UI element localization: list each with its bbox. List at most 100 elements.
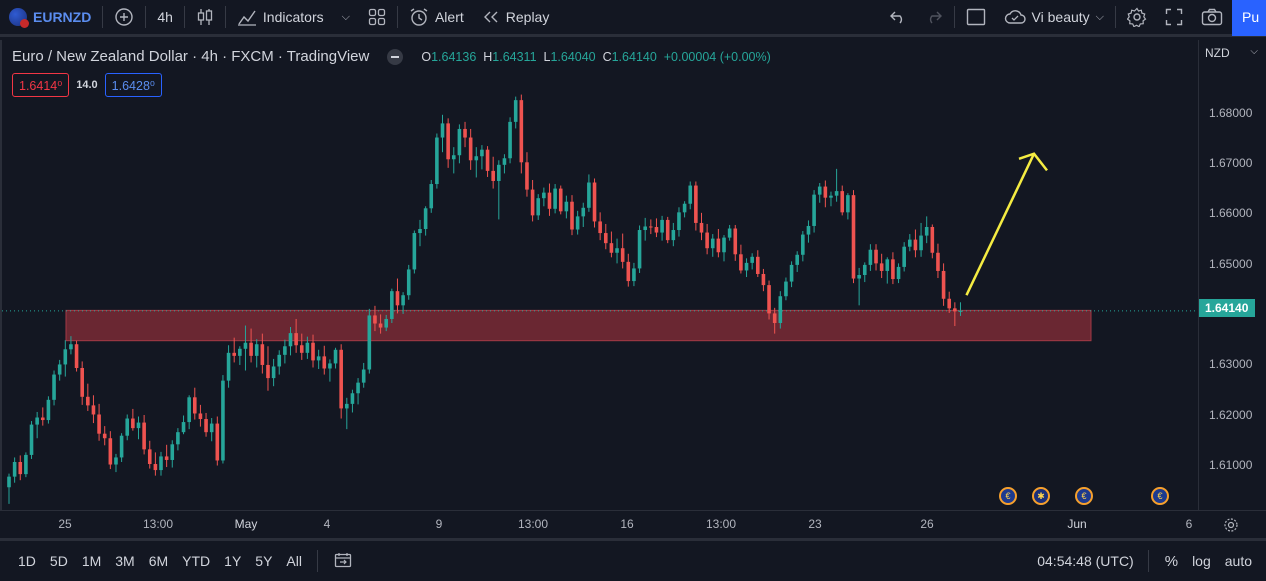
bottom-toolbar: 1D 5D 1M 3M 6M YTD 1Y 5Y All 04:54:48 (U… xyxy=(0,538,1266,581)
candle-body xyxy=(294,333,298,346)
camera-icon xyxy=(1201,8,1223,26)
candle-body xyxy=(491,170,495,181)
candle-body xyxy=(423,208,428,230)
current-price-tag: 1.64140 xyxy=(1199,299,1255,317)
range-6m-button[interactable]: 6M xyxy=(148,553,169,569)
range-1y-button[interactable]: 1Y xyxy=(224,553,242,569)
range-5y-button[interactable]: 5Y xyxy=(255,553,273,569)
economic-event-icon[interactable]: ✱ xyxy=(1032,487,1050,505)
candle-body xyxy=(609,243,614,253)
candle-body xyxy=(86,396,90,406)
candle-body xyxy=(333,349,338,364)
layouts-button[interactable] xyxy=(359,0,395,36)
candle-body xyxy=(97,414,101,434)
candle-body xyxy=(513,100,518,122)
candles-icon xyxy=(197,9,213,25)
candle-body xyxy=(18,461,23,475)
high-value: 1.64311 xyxy=(492,49,537,64)
grid-icon xyxy=(368,8,386,26)
snapshot-button[interactable] xyxy=(1192,0,1232,36)
candle-body xyxy=(896,266,901,280)
collapse-legend-button[interactable] xyxy=(387,48,404,65)
candle-body xyxy=(688,185,693,204)
publish-button[interactable]: Pu xyxy=(1232,0,1266,36)
time-tick-label: 13:00 xyxy=(705,517,737,531)
candle-body xyxy=(480,149,484,157)
candle-body xyxy=(817,186,822,195)
axis-settings-icon[interactable] xyxy=(1223,517,1239,533)
buy-button[interactable]: 1.6428⁰ xyxy=(104,73,162,97)
range-1d-button[interactable]: 1D xyxy=(18,553,36,569)
candle-body xyxy=(7,476,11,488)
chevron-down-icon[interactable]: ⌵ xyxy=(1250,46,1258,57)
alert-label: Alert xyxy=(434,9,464,25)
candle-body xyxy=(69,344,73,350)
candle-body xyxy=(823,186,828,198)
candle-body xyxy=(497,164,501,181)
fullscreen-button[interactable] xyxy=(1156,0,1192,36)
range-3m-button[interactable]: 3M xyxy=(115,553,135,569)
candle-body xyxy=(570,201,574,230)
candle-body xyxy=(868,249,873,265)
fullscreen-layout-button[interactable] xyxy=(957,0,995,36)
candlestick-chart[interactable] xyxy=(2,40,1198,510)
candle-body xyxy=(299,345,304,353)
toolbar-right-group: Vi beauty ⌵ Pu xyxy=(880,0,1266,36)
compare-button[interactable] xyxy=(105,0,143,36)
candle-body xyxy=(384,318,389,328)
candle-body xyxy=(204,419,208,433)
economic-event-icon[interactable]: € xyxy=(1075,487,1093,505)
candle-body xyxy=(277,354,282,367)
range-1m-button[interactable]: 1M xyxy=(81,553,102,569)
utc-clock[interactable]: 04:54:48 (UTC) xyxy=(1037,553,1134,569)
range-all-button[interactable]: All xyxy=(286,553,302,569)
chart-pane[interactable]: Euro / New Zealand Dollar · 4h · FXCM · … xyxy=(0,40,1198,510)
alert-button[interactable]: Alert xyxy=(400,0,473,36)
candle-body xyxy=(136,422,141,429)
candle-body xyxy=(345,403,349,409)
economic-event-icon[interactable]: € xyxy=(999,487,1017,505)
candle-body xyxy=(390,291,394,319)
arrow-annotation-shaft xyxy=(965,153,1036,296)
time-axis[interactable]: 25 13:00 May 4 9 13:00 16 13:00 23 26 Ju… xyxy=(0,510,1266,538)
candle-body xyxy=(553,188,557,209)
goto-date-button[interactable] xyxy=(320,552,359,571)
log-scale-button[interactable]: log xyxy=(1192,553,1211,569)
candle-body xyxy=(429,184,434,209)
candle-body xyxy=(801,234,805,255)
economic-event-icon[interactable]: € xyxy=(1151,487,1169,505)
candle-body xyxy=(575,216,580,230)
candle-body xyxy=(412,233,417,270)
symbol-search-button[interactable]: EURNZD xyxy=(0,0,100,36)
interval-button[interactable]: 4h xyxy=(148,0,182,36)
chart-type-button[interactable] xyxy=(187,0,223,36)
currency-label[interactable]: NZD xyxy=(1205,46,1230,60)
candle-body xyxy=(829,195,833,198)
separator xyxy=(183,6,185,28)
range-ytd-button[interactable]: YTD xyxy=(182,553,211,569)
undo-button[interactable] xyxy=(880,0,916,36)
candle-body xyxy=(446,123,450,160)
range-5d-button[interactable]: 5D xyxy=(49,553,68,569)
time-tick-label: May xyxy=(234,517,258,531)
sell-button[interactable]: 1.6414⁰ xyxy=(12,73,70,97)
auto-scale-button[interactable]: auto xyxy=(1224,553,1252,569)
percent-scale-button[interactable]: % xyxy=(1164,552,1179,570)
price-axis[interactable]: NZD ⌵ 1.68000 1.67000 1.66000 1.65000 1.… xyxy=(1198,40,1266,510)
candle-body xyxy=(694,185,698,223)
candle-body xyxy=(542,192,546,199)
candle-body xyxy=(778,296,783,324)
candle-body xyxy=(502,158,507,165)
arrow-annotation-head xyxy=(1018,152,1048,172)
candle-body xyxy=(671,230,676,241)
candle-body xyxy=(102,433,107,439)
candle-body xyxy=(761,273,766,286)
candle-body xyxy=(221,380,225,461)
layout-menu-button[interactable]: Vi beauty ⌵ xyxy=(995,0,1113,36)
candle-body xyxy=(271,366,276,379)
replay-button[interactable]: Replay xyxy=(473,0,559,36)
candle-body xyxy=(485,149,490,171)
redo-button[interactable] xyxy=(916,0,952,36)
indicators-button[interactable]: Indicators ⌵ xyxy=(228,0,359,36)
settings-button[interactable] xyxy=(1118,0,1156,36)
